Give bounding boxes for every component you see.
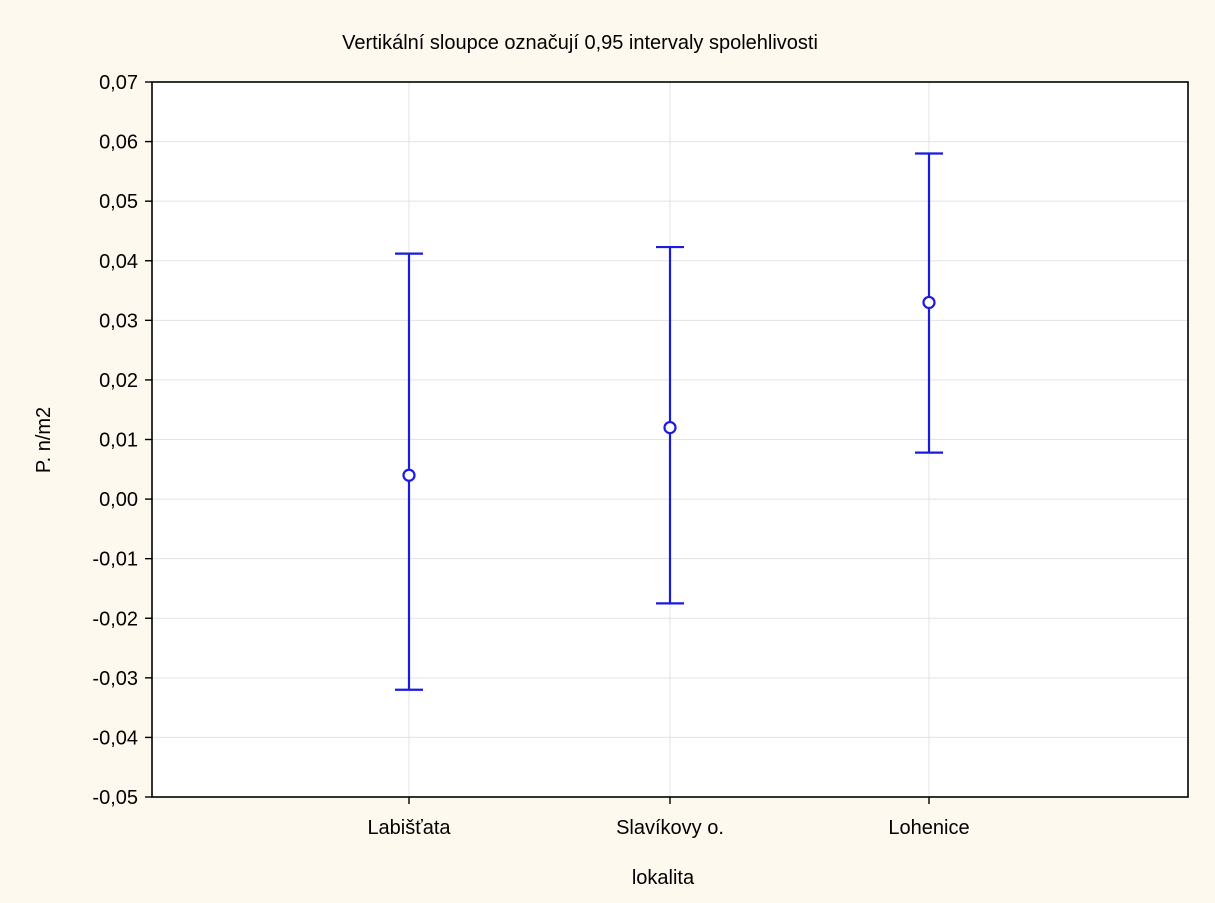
y-tick-label: 0,06 bbox=[99, 132, 138, 154]
y-axis: 0,07 0,06 0,05 0,04 0,03 0,02 0,01 0,00 -0,01 -0,… bbox=[92, 72, 152, 809]
error-bars bbox=[395, 152, 943, 691]
error-bar bbox=[915, 152, 943, 454]
x-tick-label: Lohenice bbox=[888, 817, 969, 839]
y-tick-label: -0,04 bbox=[92, 727, 138, 749]
x-axis: Labišťata Slavíkovy o. Lohenice bbox=[367, 797, 970, 839]
error-bar bbox=[656, 245, 684, 605]
y-tick-label: 0,00 bbox=[99, 489, 138, 511]
mean-point bbox=[663, 420, 677, 435]
y-tick-label: -0,01 bbox=[92, 549, 138, 571]
x-tick-label: Labišťata bbox=[367, 817, 451, 839]
chart-title: Vertikální sloupce označují 0,95 interva… bbox=[342, 32, 818, 54]
y-tick-label: 0,07 bbox=[99, 72, 138, 94]
y-tick-label: 0,03 bbox=[99, 310, 138, 332]
error-bar bbox=[395, 252, 423, 691]
y-tick-label: -0,02 bbox=[92, 608, 138, 630]
x-axis-label: lokalita bbox=[632, 867, 695, 889]
mean-point bbox=[922, 295, 936, 310]
y-axis-label: P. n/m2 bbox=[33, 407, 55, 473]
mean-point bbox=[402, 468, 416, 482]
y-tick-label: 0,05 bbox=[99, 191, 138, 213]
x-tick-label: Slavíkovy o. bbox=[616, 817, 724, 839]
y-tick-label: 0,04 bbox=[99, 251, 138, 273]
y-tick-label: 0,02 bbox=[99, 370, 138, 392]
y-tick-label: -0,03 bbox=[92, 668, 138, 690]
y-tick-label: 0,01 bbox=[99, 430, 138, 452]
y-tick-label: -0,05 bbox=[92, 787, 138, 809]
